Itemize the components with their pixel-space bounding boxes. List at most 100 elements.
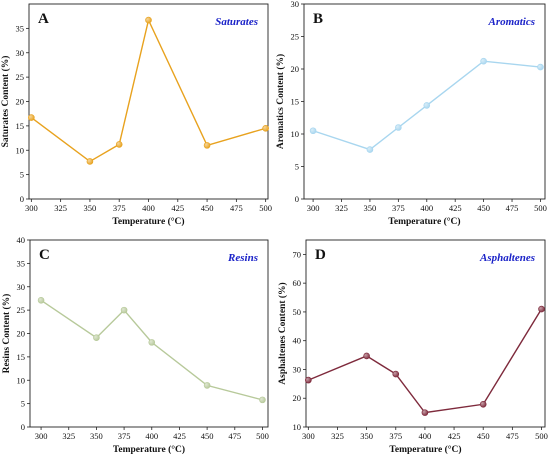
x-axis-title: Temperature (°C): [112, 216, 184, 227]
x-tick-label: 300: [25, 203, 38, 213]
data-point: [115, 141, 123, 148]
x-tick-label: 450: [477, 431, 490, 441]
x-tick-label: 375: [118, 431, 131, 441]
data-point: [479, 400, 487, 408]
y-tick-label: 15: [17, 352, 26, 362]
y-tick-label: 20: [17, 329, 26, 339]
y-tick-label: 5: [295, 162, 299, 172]
panel-letter: A: [38, 11, 49, 27]
y-axis-title: Saturates Content (%): [0, 56, 11, 148]
y-tick-label: 10: [293, 422, 302, 432]
data-point: [366, 146, 374, 153]
y-tick-label: 30: [17, 282, 26, 292]
panel-annotation: Resins: [227, 252, 258, 264]
x-tick-label: 300: [35, 431, 48, 441]
data-point: [309, 127, 317, 135]
y-tick-label: 5: [21, 399, 25, 409]
data-point: [37, 297, 45, 304]
x-tick-label: 475: [228, 431, 241, 441]
x-tick-label: 375: [113, 203, 126, 213]
y-tick-label: 35: [16, 23, 25, 33]
y-tick-label: 40: [293, 336, 302, 346]
data-point: [363, 352, 370, 360]
panel-a: 300 325 350 375 400 425 450 475 500 0 5 10 15 20 25 30 3…: [0, 3, 272, 227]
x-tick-label: 325: [54, 203, 67, 213]
y-tick-label: 0: [20, 194, 24, 204]
data-point: [28, 114, 35, 121]
data-point: [537, 63, 544, 71]
x-tick-label: 450: [201, 203, 214, 213]
y-tick-label: 20: [16, 97, 25, 107]
panel-annotation: Aromatics: [488, 16, 535, 28]
y-tick-label: 25: [291, 32, 300, 42]
x-tick-label: 500: [259, 203, 272, 213]
plot-frame: [29, 239, 269, 428]
panel-annotation: Asphaltenes: [479, 252, 535, 264]
plot-frame: [305, 239, 546, 428]
data-point: [395, 124, 402, 131]
data-point: [203, 142, 211, 149]
data-point: [538, 305, 545, 313]
x-tick-label: 350: [84, 203, 97, 213]
x-axis-title: Temperature (°C): [113, 444, 185, 455]
panel-letter: C: [39, 247, 50, 263]
x-tick-label: 375: [389, 431, 402, 441]
data-point: [203, 382, 211, 389]
panel-letter: D: [315, 247, 326, 263]
x-tick-label: 300: [302, 431, 315, 441]
y-axis-title: Resins Content (%): [1, 294, 12, 374]
x-tick-label: 325: [62, 431, 75, 441]
y-tick-label: 40: [17, 235, 26, 245]
panel-letter: B: [313, 11, 323, 27]
x-tick-label: 425: [449, 203, 462, 213]
x-tick-label: 475: [230, 203, 243, 213]
data-point: [480, 57, 487, 65]
data-point: [392, 370, 400, 378]
x-tick-label: 450: [477, 203, 490, 213]
y-tick-label: 10: [16, 145, 25, 155]
y-tick-label: 25: [17, 305, 26, 315]
x-tick-label: 400: [420, 203, 433, 213]
y-tick-label: 5: [20, 170, 24, 180]
x-tick-label: 425: [173, 431, 186, 441]
x-tick-label: 350: [360, 431, 373, 441]
x-tick-label: 475: [506, 431, 519, 441]
y-tick-label: 50: [293, 307, 302, 317]
x-tick-label: 425: [448, 431, 461, 441]
panel-c: 300 325 350 375 400 425 450 475 500 0 5 10 15 20 25 30 3…: [1, 235, 269, 455]
y-tick-label: 10: [291, 129, 300, 139]
y-axis-title: Aromatics Content (%): [275, 54, 286, 149]
y-tick-label: 10: [17, 375, 26, 385]
y-tick-label: 0: [295, 194, 299, 204]
x-tick-label: 500: [256, 431, 269, 441]
y-tick-label: 70: [293, 249, 302, 259]
x-tick-label: 475: [506, 203, 519, 213]
x-tick-label: 350: [90, 431, 103, 441]
data-point: [148, 339, 156, 346]
y-tick-label: 30: [16, 48, 25, 58]
x-tick-label: 400: [142, 203, 155, 213]
series-line: [308, 308, 543, 414]
x-axis-title: Temperature (°C): [389, 444, 461, 455]
series-line: [30, 17, 266, 163]
x-tick-label: 350: [364, 203, 377, 213]
data-point: [86, 158, 94, 165]
x-tick-label: 375: [392, 203, 405, 213]
x-tick-label: 325: [331, 431, 344, 441]
data-point: [93, 334, 100, 342]
y-tick-label: 20: [293, 393, 302, 403]
y-tick-label: 60: [293, 278, 302, 288]
series-line: [40, 299, 263, 401]
y-axis-title: Asphaltenes Content (%): [277, 282, 288, 384]
y-tick-label: 15: [16, 121, 25, 131]
x-tick-label: 500: [535, 431, 548, 441]
x-tick-label: 400: [419, 431, 432, 441]
y-tick-label: 25: [16, 72, 25, 82]
panel-annotation: Saturates: [215, 16, 258, 28]
data-point: [421, 409, 429, 416]
panel-d: 300 325 350 375 400 425 450 475 500 10 20 30 40 50 60 7…: [277, 239, 548, 455]
plot-frame: [28, 3, 269, 200]
x-tick-label: 400: [145, 431, 158, 441]
data-point: [305, 376, 312, 384]
